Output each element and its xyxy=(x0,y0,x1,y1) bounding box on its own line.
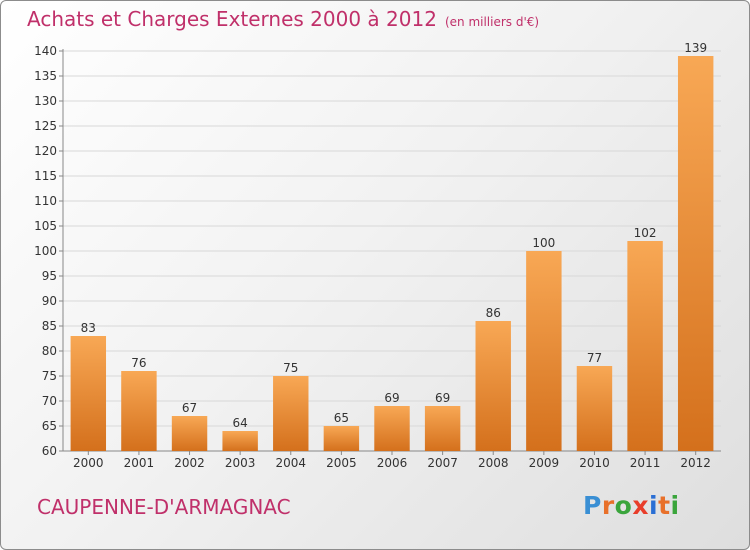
x-tick-label: 2011 xyxy=(630,456,661,470)
x-tick-label: 2005 xyxy=(326,456,357,470)
bar-value-label: 67 xyxy=(182,401,197,415)
bar xyxy=(222,431,258,451)
bar xyxy=(171,416,208,451)
bar-value-label: 100 xyxy=(532,236,555,250)
x-tick-label: 2008 xyxy=(478,456,509,470)
y-tick-label: 60 xyxy=(42,444,57,458)
bar-value-label: 75 xyxy=(283,361,298,375)
x-tick-label: 2009 xyxy=(529,456,560,470)
y-tick-label: 130 xyxy=(34,94,57,108)
x-tick-label: 2001 xyxy=(124,456,155,470)
bar-value-label: 76 xyxy=(131,356,146,370)
y-tick-label: 120 xyxy=(34,144,57,158)
x-tick-label: 2002 xyxy=(174,456,205,470)
bar-value-label: 139 xyxy=(684,41,707,55)
bar xyxy=(475,321,511,451)
y-tick-label: 135 xyxy=(34,69,57,83)
y-tick-label: 70 xyxy=(42,394,57,408)
y-tick-label: 85 xyxy=(42,319,57,333)
logo-letter: i xyxy=(670,491,680,520)
bar xyxy=(627,241,663,451)
bar xyxy=(273,376,309,451)
y-tick-label: 105 xyxy=(34,219,57,233)
chart-title-text: Achats et Charges Externes 2000 à 2012 xyxy=(27,7,437,31)
x-tick-label: 2000 xyxy=(73,456,104,470)
y-tick-label: 95 xyxy=(42,269,57,283)
proxiti-logo: Proxiti xyxy=(583,491,680,520)
logo-letter: t xyxy=(658,491,671,520)
bar-value-label: 83 xyxy=(81,321,96,335)
logo-letter: o xyxy=(614,491,633,520)
commune-name: CAUPENNE-D'ARMAGNAC xyxy=(37,495,291,519)
logo-letter: r xyxy=(601,491,615,520)
x-tick-label: 2003 xyxy=(225,456,256,470)
x-tick-label: 2007 xyxy=(427,456,458,470)
bar-value-label: 77 xyxy=(587,351,602,365)
logo-letter: x xyxy=(632,491,649,520)
y-tick-label: 110 xyxy=(34,194,57,208)
unit-label: (en milliers d'€) xyxy=(444,15,540,29)
bar-value-label: 69 xyxy=(435,391,450,405)
x-tick-label: 2010 xyxy=(579,456,610,470)
y-tick-label: 75 xyxy=(42,369,57,383)
x-tick-label: 2006 xyxy=(377,456,408,470)
labels: 60 65 70 75 80 85 90 95 100 105 110 115 120 125 130 135… xyxy=(34,41,711,470)
x-tick-label: 2004 xyxy=(275,456,306,470)
logo-letter: i xyxy=(649,491,659,520)
bar-value-label: 69 xyxy=(384,391,399,405)
y-tick-label: 80 xyxy=(42,344,57,358)
bar xyxy=(677,56,714,451)
bar-value-label: 64 xyxy=(233,416,248,430)
y-tick-label: 90 xyxy=(42,294,57,308)
bars xyxy=(70,56,714,451)
y-tick-label: 65 xyxy=(42,419,57,433)
bar xyxy=(121,371,157,451)
logo-letter: P xyxy=(583,491,602,520)
bar xyxy=(576,366,613,451)
y-tick-label: 115 xyxy=(34,169,57,183)
bar xyxy=(526,251,562,451)
bar-value-label: 65 xyxy=(334,411,349,425)
y-tick-label: 140 xyxy=(34,44,57,58)
chart-title: Achats et Charges Externes 2000 à 2012 (e… xyxy=(27,7,539,31)
x-tick-label: 2012 xyxy=(680,456,711,470)
bar-value-label: 102 xyxy=(634,226,657,240)
bar xyxy=(70,336,107,451)
bar xyxy=(323,426,360,451)
bar xyxy=(424,406,461,451)
bar-value-label: 86 xyxy=(486,306,501,320)
bar xyxy=(374,406,410,451)
y-tick-label: 100 xyxy=(34,244,57,258)
y-tick-label: 125 xyxy=(34,119,57,133)
